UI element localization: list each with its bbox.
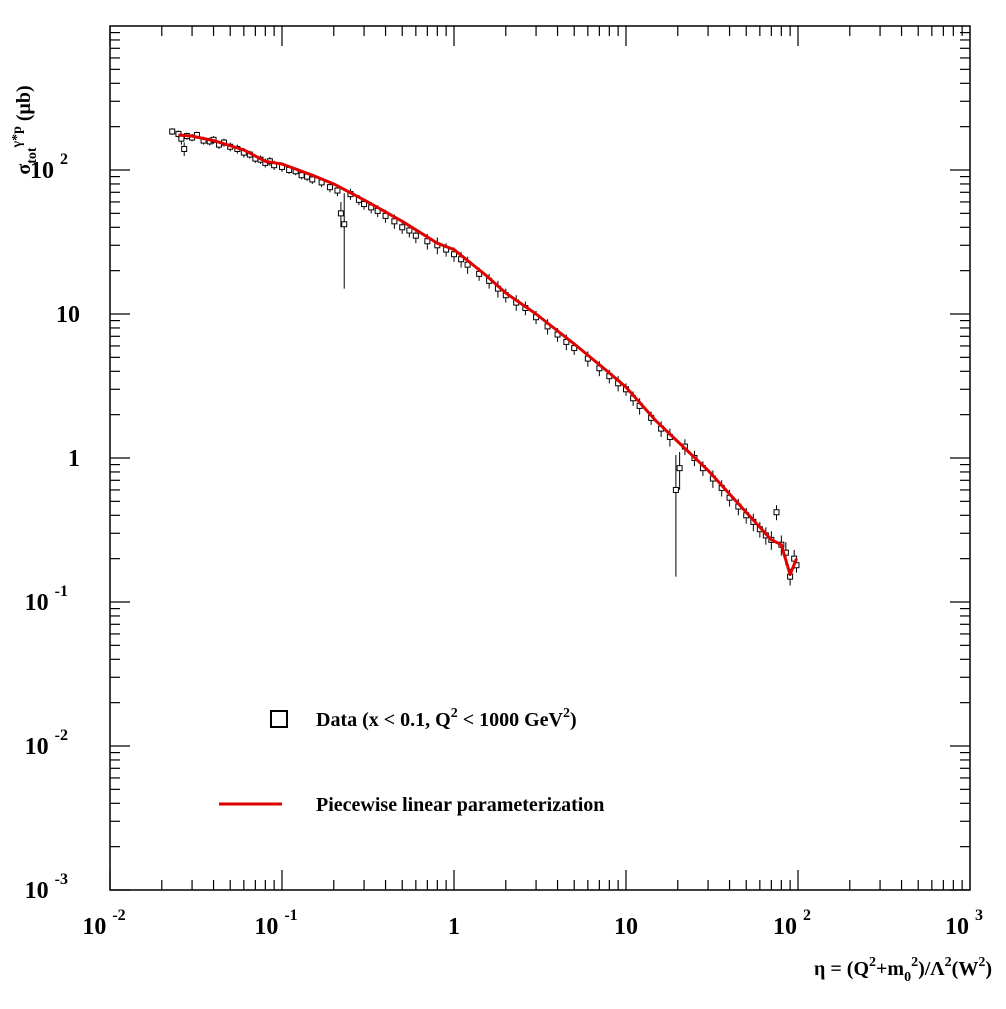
y-axis-label: σtot​γ*p​ (μb) (10, 85, 40, 174)
data-point (326, 184, 333, 191)
data-point (412, 232, 419, 239)
legend-marker-data (270, 710, 288, 728)
data-point (337, 210, 344, 217)
legend: Data (x < 0.1, Q2​ < 1000 GeV2​) Piecewi… (219, 706, 604, 816)
data-point (309, 176, 316, 183)
data-point (334, 187, 341, 194)
data-point (391, 218, 398, 225)
legend-label-data: Data (x < 0.1, Q2​ < 1000 GeV2​) (316, 706, 577, 731)
data-point (672, 486, 679, 493)
data-point (169, 128, 176, 135)
y-tick-label: 10 -2 (25, 727, 68, 760)
x-tick-label: 10 -1 (254, 907, 297, 940)
plot-frame (109, 25, 971, 891)
y-tick-label: 10 -3 (25, 871, 68, 904)
y-tick-label: 10 (56, 302, 80, 328)
x-axis-label: η = (Q2​+m0​2​)/Λ2​(W2​) (814, 955, 992, 985)
y-tick-label: 10 -1 (25, 583, 68, 616)
x-tick-label: 10 (614, 914, 638, 940)
x-tick-label: 10 3 (945, 907, 983, 940)
data-point (451, 251, 457, 258)
data-point (406, 227, 413, 234)
data-point (676, 465, 683, 472)
x-tick-label: 10 2 (773, 907, 811, 940)
data-points (169, 128, 800, 580)
fit-line-layer (178, 133, 798, 577)
data-point (773, 509, 780, 516)
x-tick-label: 1 (448, 914, 460, 940)
axis-ticks (109, 26, 970, 891)
x-tick-label: 10 -2 (82, 907, 125, 940)
data-point (178, 135, 185, 142)
legend-label-fit: Piecewise linear parameterization (316, 794, 604, 816)
error-bars (171, 128, 797, 586)
y-tick-label: 1 (68, 446, 80, 472)
data-point (181, 145, 188, 152)
fit-line (178, 133, 798, 577)
data-point (341, 221, 348, 228)
data-point (399, 224, 406, 231)
